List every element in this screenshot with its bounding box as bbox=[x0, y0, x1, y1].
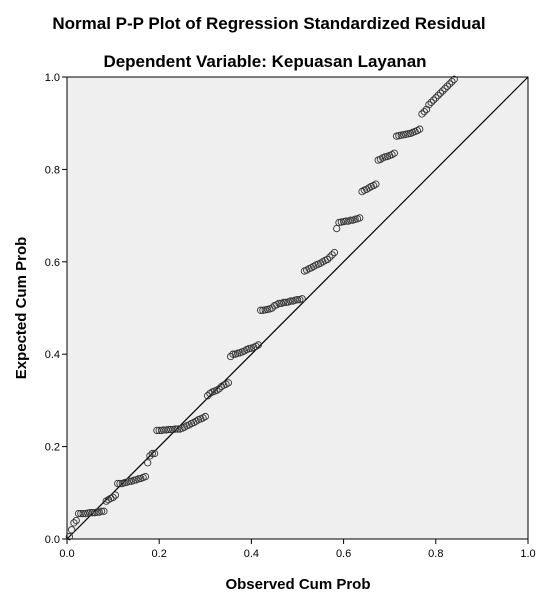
y-axis: 0.0 0.2 0.4 0.6 0.8 1.0 bbox=[45, 72, 67, 546]
y-tick-label: 0.4 bbox=[45, 349, 60, 361]
x-tick-label: 0.8 bbox=[428, 548, 443, 560]
y-tick-label: 0.6 bbox=[45, 257, 60, 269]
x-tick-label: 0.2 bbox=[152, 548, 167, 560]
y-tick-label: 0.2 bbox=[45, 442, 60, 454]
x-tick-label: 1.0 bbox=[520, 548, 535, 560]
x-tick-label: 0.6 bbox=[336, 548, 351, 560]
chart-title: Normal P-P Plot of Regression Standardiz… bbox=[52, 14, 485, 33]
y-tick-label: 1.0 bbox=[45, 72, 60, 84]
x-axis-title: Observed Cum Prob bbox=[225, 576, 370, 592]
y-axis-title: Expected Cum Prob bbox=[13, 237, 30, 380]
y-tick-label: 0.0 bbox=[45, 534, 60, 546]
x-tick-label: 0.0 bbox=[59, 548, 74, 560]
chart-subtitle: Dependent Variable: Kepuasan Layanan bbox=[103, 52, 426, 71]
x-axis: 0.0 0.2 0.4 0.6 0.8 1.0 bbox=[59, 539, 535, 560]
y-tick-label: 0.8 bbox=[45, 164, 60, 176]
x-tick-label: 0.4 bbox=[244, 548, 259, 560]
